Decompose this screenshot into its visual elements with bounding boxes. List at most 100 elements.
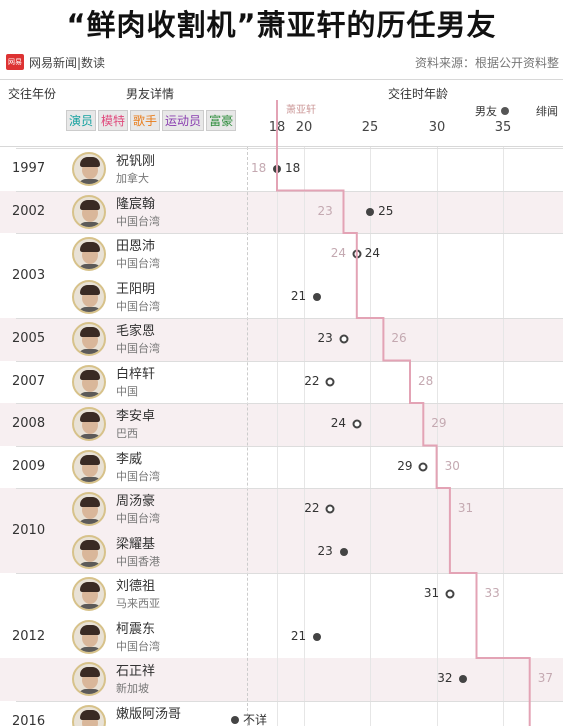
boyfriend-name: 白梓轩: [116, 366, 156, 382]
avatar-hair: [80, 284, 100, 295]
boyfriend-age-label: 23: [317, 543, 333, 558]
tag-singer: 歌手: [130, 110, 161, 131]
boyfriend-age-dot: [459, 675, 468, 684]
boyfriend-age-label: 22: [304, 373, 320, 388]
avatar-shoulders: [78, 519, 102, 525]
avatar-hair: [80, 667, 100, 678]
xiao-age-label: 28: [418, 373, 434, 388]
avatar: [72, 237, 106, 272]
tag-rich: 富豪: [206, 110, 237, 131]
boyfriend-age-dot: [339, 547, 348, 556]
boyfriend-place: 巴西: [116, 427, 138, 441]
unknown-age: 不详: [231, 711, 267, 726]
boyfriend-place: 中国香港: [116, 554, 160, 568]
year-separator: [16, 233, 563, 234]
avatar: [72, 152, 106, 187]
avatar: [72, 322, 106, 357]
avatar: [72, 364, 106, 399]
avatar-shoulders: [78, 264, 102, 270]
boyfriend-name: 嫩版阿汤哥: [116, 706, 182, 722]
brand-name: 网易新闻|数读: [29, 55, 106, 70]
xiao-age-label: 31: [457, 501, 474, 516]
boyfriend-age-label: 24: [364, 246, 381, 261]
boyfriend-name: 柯震东: [116, 621, 156, 637]
xiao-age-label: 26: [391, 331, 407, 346]
boyfriend-age-dot: [273, 165, 281, 174]
year-label: 2016: [12, 713, 46, 726]
year-separator: [16, 573, 563, 574]
boyfriend-age-dot: [352, 419, 362, 429]
avatar-hair: [80, 157, 100, 168]
year-separator: [16, 488, 563, 489]
boyfriend-place: 加拿大: [116, 172, 149, 186]
avatar: [72, 704, 106, 726]
boyfriend-name: 隆宸翰: [116, 196, 156, 212]
unknown-label: 不详: [243, 713, 268, 726]
boyfriend-age-label: 21: [290, 288, 307, 303]
boyfriend-age-label: 32: [437, 671, 453, 686]
year-separator: [16, 318, 563, 319]
boyfriend-age-dot: [352, 249, 362, 259]
header-age: 交往时年龄: [388, 87, 449, 101]
boyfriend-age-dot: [312, 292, 321, 301]
avatar-hair: [80, 327, 100, 338]
boyfriend-age-dot: [445, 589, 455, 599]
legend-rumor: 绯闻: [536, 105, 558, 118]
xiao-age-label: 37: [537, 671, 553, 686]
avatar-hair: [80, 199, 100, 210]
boyfriend-age-label: 22: [304, 501, 320, 516]
year-separator: [16, 148, 563, 149]
boyfriend-name: 毛家恩: [116, 324, 156, 340]
boyfriend-place: 中国: [116, 384, 138, 398]
boyfriend-name: 祝钒刚: [116, 154, 156, 170]
avatar-shoulders: [78, 179, 102, 185]
avatar-shoulders: [78, 391, 102, 397]
year-label: 2003: [12, 267, 46, 283]
year-separator: [16, 700, 563, 702]
avatar: [72, 534, 106, 569]
boyfriend-place: 中国台湾: [116, 639, 160, 653]
boyfriend-age-label: 18: [285, 161, 301, 176]
year-separator: [16, 445, 563, 447]
boyfriend-age-dot: [312, 632, 321, 641]
avatar-hair: [80, 497, 100, 508]
avatar-shoulders: [78, 221, 102, 227]
avatar-hair: [80, 624, 100, 635]
netease-logo-icon: 网易: [6, 54, 24, 70]
boyfriend-place: 中国台湾: [116, 257, 160, 271]
xiao-age-label: 24: [330, 246, 347, 261]
avatar-hair: [80, 454, 100, 465]
avatar-hair: [80, 369, 100, 380]
avatar-shoulders: [78, 689, 102, 695]
boyfriend-name: 刘德祖: [116, 579, 156, 595]
year-label: 2005: [12, 331, 46, 347]
boyfriend-place: 中国台湾: [116, 342, 160, 356]
year-separator: [16, 403, 563, 404]
boyfriend-age-label: 21: [290, 628, 307, 643]
avatar-shoulders: [78, 476, 102, 482]
boyfriend-place: 中国台湾: [116, 214, 160, 228]
brand: 网易 网易新闻|数读: [6, 54, 105, 70]
dashed-axis: [247, 147, 248, 726]
boyfriend-age-label: 29: [397, 458, 413, 473]
avatar-hair: [80, 242, 100, 253]
boyfriend-name: 李安卓: [116, 409, 156, 425]
avatar-hair: [80, 412, 100, 423]
source-note: 资料来源：根据公开资料整: [414, 56, 559, 70]
year-separator: [16, 360, 563, 362]
tag-model: 模特: [98, 110, 129, 131]
avatar: [72, 492, 106, 527]
avatar-shoulders: [78, 646, 102, 652]
boyfriend-age-dot: [325, 377, 335, 387]
boyfriend-place: 新加坡: [116, 682, 149, 696]
page-title: “鲜肉收割机”萧亚轩的历任男友: [66, 8, 497, 42]
year-label: 2007: [12, 373, 46, 389]
xiao-age-label: 33: [484, 586, 500, 601]
avatar: [72, 407, 106, 442]
xiao-age-label: 30: [444, 458, 460, 473]
boyfriend-place: 中国台湾: [116, 469, 160, 483]
boyfriend-name: 王阳明: [116, 281, 156, 297]
boyfriend-name: 李威: [116, 451, 143, 467]
avatar-hair: [80, 582, 100, 593]
header-year: 交往年份: [8, 87, 57, 101]
